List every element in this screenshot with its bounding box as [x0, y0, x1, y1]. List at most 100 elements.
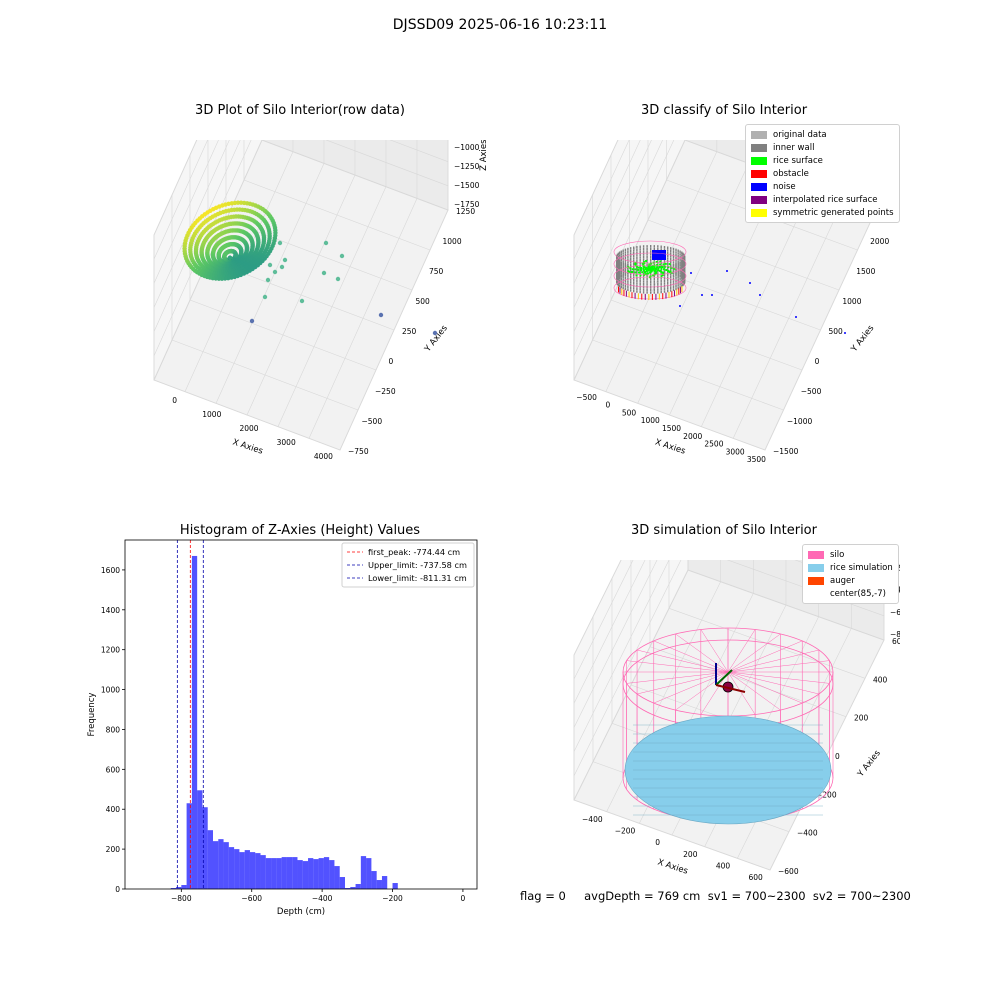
inner-wall-point: [681, 256, 683, 260]
rice-surface-point: [649, 275, 652, 278]
inner-wall-point: [622, 286, 624, 290]
inner-wall-point: [617, 267, 620, 270]
x-tick-label: 0: [461, 894, 466, 903]
inner-wall-point: [653, 277, 655, 281]
raw-y-tick: −500: [362, 417, 383, 426]
histogram-bar: [186, 803, 192, 889]
silo-wire: [727, 629, 756, 673]
inner-wall-point: [667, 257, 669, 260]
inner-wall-point: [620, 277, 622, 281]
inner-wall-point: [624, 266, 627, 269]
inner-wall-point: [630, 247, 632, 250]
inner-wall-point: [642, 247, 645, 251]
legend-label: rice surface: [773, 155, 823, 166]
histogram-bar: [392, 883, 398, 889]
inner-wall-point: [672, 288, 675, 291]
classify-y-tick: 2000: [870, 237, 889, 246]
legend-label: Upper_limit: -737.58 cm: [368, 560, 467, 570]
inner-wall-point: [677, 249, 679, 252]
inner-wall-point: [667, 279, 669, 282]
inner-wall-point: [682, 264, 684, 268]
inner-wall-point: [653, 288, 655, 291]
rice-surface-point: [652, 267, 655, 270]
inner-wall-point: [618, 273, 621, 276]
inner-wall-point: [639, 290, 641, 294]
inner-wall-point: [670, 275, 672, 279]
inner-wall-point: [622, 273, 624, 277]
rice-surface-point: [637, 268, 640, 271]
sim-grid: [573, 560, 622, 656]
inner-wall-point: [682, 271, 684, 274]
y-tick-label: 800: [106, 725, 121, 734]
inner-wall-point: [620, 266, 622, 270]
inner-wall-point: [672, 285, 675, 289]
rice-surface-point: [647, 269, 650, 272]
rice-surface-point: [658, 266, 661, 268]
rice-surface-point: [634, 264, 637, 267]
inner-wall-point: [639, 253, 641, 257]
inner-wall-point: [622, 284, 624, 287]
legend-entry: inner wall: [751, 141, 894, 154]
inner-wall-point: [682, 260, 684, 264]
legend-swatch: [751, 208, 767, 217]
raw-x-tick: 0: [172, 396, 177, 405]
inner-wall-point: [653, 280, 655, 283]
inner-wall-point: [672, 269, 675, 272]
sim-x-tick: 0: [655, 838, 660, 847]
inner-wall-point: [679, 255, 681, 259]
classify-x-tick: 3000: [726, 447, 745, 456]
inner-wall-point: [682, 281, 684, 284]
inner-wall-point: [672, 280, 675, 283]
silo-wire: [626, 671, 729, 684]
inner-wall-point: [675, 276, 677, 280]
sim-y-tick: −400: [797, 829, 818, 838]
inner-wall-point: [681, 251, 683, 254]
inner-wall-point: [639, 256, 641, 259]
inner-wall-point: [617, 281, 620, 284]
sim-y-label: Y Axies: [855, 748, 883, 780]
rice-surface-point: [653, 264, 656, 267]
inner-wall-point: [633, 279, 635, 282]
classify-x-tick: 2000: [683, 432, 702, 441]
sim-grid: [573, 560, 634, 680]
inner-wall-point: [657, 274, 659, 278]
legend-entry: noise: [751, 180, 894, 193]
inner-wall-point: [617, 283, 620, 287]
inner-wall-point: [642, 277, 645, 281]
rice-surface-point: [635, 274, 638, 277]
inner-wall-point: [616, 259, 619, 262]
inner-wall-point: [663, 270, 666, 273]
inner-wall-point: [617, 264, 620, 268]
inner-wall-point: [670, 281, 672, 284]
raw-point: [267, 238, 272, 243]
inner-wall-point: [622, 252, 624, 255]
inner-wall-point: [657, 247, 659, 251]
rice-surface-point: [637, 266, 640, 269]
legend-entry: silo: [808, 548, 893, 561]
raw-grid: [243, 179, 431, 251]
raw-z-tick: −1250: [454, 162, 480, 171]
inner-wall-point: [642, 280, 645, 283]
sim-grid: [573, 560, 658, 728]
inner-wall-point: [675, 259, 677, 262]
inner-wall-point: [620, 250, 622, 253]
inner-wall-point: [675, 251, 677, 254]
histogram-frame: [124, 539, 478, 890]
inner-wall-point: [650, 258, 652, 261]
inner-wall-point: [642, 291, 645, 294]
histogram-bar: [360, 856, 367, 889]
sim-x-tick: 600: [749, 873, 764, 882]
inner-wall-point: [672, 261, 675, 264]
inner-wall-point: [624, 272, 627, 276]
rice-surface-point: [644, 268, 647, 270]
rice-surface-point: [657, 267, 660, 270]
inner-wall-point: [683, 263, 686, 266]
y-axis-label: Frequency: [87, 693, 97, 737]
inner-wall-point: [679, 250, 681, 253]
inner-wall-point: [660, 259, 662, 262]
y-tick-label: 1400: [101, 606, 120, 615]
inner-wall-point: [663, 287, 666, 291]
inner-wall-point: [672, 272, 675, 275]
silo-outline: [613, 240, 687, 264]
inner-wall-point: [667, 281, 669, 285]
